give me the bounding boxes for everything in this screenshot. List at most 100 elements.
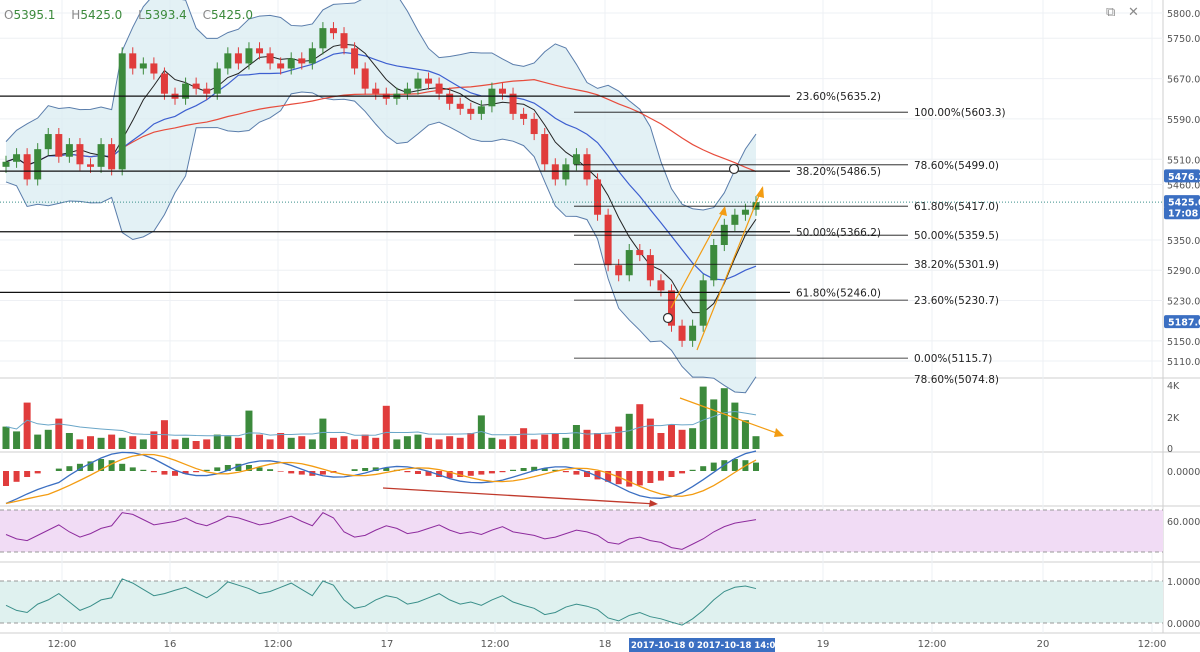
macd-histogram-bar: [668, 471, 675, 477]
bollinger-upper: [5, 0, 757, 211]
open-label: O5395.1: [4, 8, 56, 22]
candle-body: [55, 134, 63, 157]
macd-histogram-bar: [245, 465, 252, 471]
candle-body: [594, 179, 602, 215]
candle-body: [646, 255, 654, 281]
volume-bar: [203, 439, 211, 449]
volume-bar: [403, 436, 411, 449]
candle-body: [108, 144, 116, 170]
volume-bar: [541, 434, 549, 449]
candle-body: [498, 88, 506, 94]
close-label: C5425.0: [202, 8, 254, 22]
time-axis-label: 16: [164, 639, 177, 650]
window-close-icon[interactable]: ✕: [1128, 5, 1139, 20]
macd-histogram-bar: [24, 471, 31, 477]
volume-bar: [34, 434, 42, 449]
macd-histogram-bar: [531, 466, 538, 471]
macd-signal-line: [5, 453, 757, 505]
macd-histogram-bar: [478, 471, 485, 475]
macd-histogram-bar: [256, 467, 263, 471]
volume-axis-label: 4K: [1167, 381, 1180, 392]
price-axis-label: 5750.0: [1167, 34, 1200, 45]
volume-bar: [382, 405, 390, 449]
price-tag-box: [1164, 169, 1200, 183]
window-restore-icon[interactable]: ⧉: [1106, 5, 1116, 20]
volume-bar: [689, 428, 697, 449]
rsi-axis-label: 60.0000: [1167, 517, 1200, 528]
macd-histogram-bar: [66, 466, 73, 471]
candle-body: [319, 28, 327, 49]
candle-body: [657, 280, 665, 291]
volume-bar: [393, 439, 401, 449]
candle-body: [731, 214, 739, 225]
macd-histogram-bar: [467, 471, 474, 476]
price-axis-label: 5350.0: [1167, 236, 1200, 247]
timestamp-box: [695, 638, 775, 652]
macd-histogram-bar: [700, 466, 707, 471]
macd-histogram-bar: [119, 463, 126, 471]
macd-histogram-bar: [710, 462, 717, 471]
macd-histogram-bar: [414, 471, 421, 474]
macd-histogram-bar: [298, 471, 305, 475]
macd-histogram-bar: [193, 471, 200, 473]
candle-body: [277, 63, 285, 69]
volume-bar: [520, 428, 528, 449]
candle-body: [129, 53, 137, 69]
stochastic-line: [5, 578, 757, 626]
candle-body: [329, 28, 337, 34]
macd-histogram-bar: [657, 471, 664, 481]
macd-histogram-bar: [689, 469, 696, 471]
macd-histogram-bar: [3, 471, 9, 486]
candle-body: [213, 68, 221, 94]
volume-bar: [245, 410, 253, 449]
macd-histogram-bar: [224, 465, 231, 471]
volume-bar: [13, 431, 21, 449]
open-value: 5395.1: [13, 8, 56, 22]
fib-label-right: 0.00%(5115.7): [914, 353, 992, 365]
volume-bar: [266, 439, 274, 449]
bollinger-fill: [6, 0, 756, 393]
macd-histogram-bar: [383, 468, 390, 471]
timestamp-label: 2017-10-18 07:0: [631, 641, 710, 651]
price-tag-label: 5187.0: [1168, 318, 1200, 329]
volume-bar: [2, 426, 10, 449]
candle-body: [541, 134, 549, 165]
price-tag-label: 5425.0: [1168, 198, 1200, 209]
volume-bar: [498, 439, 506, 449]
volume-bar: [572, 425, 580, 449]
macd-histogram-bar: [647, 471, 654, 483]
candle-body: [562, 164, 570, 180]
candle-body: [699, 280, 707, 326]
macd-histogram-bar: [594, 471, 601, 480]
price-tag-box: [1164, 315, 1200, 329]
macd-histogram-bar: [277, 471, 284, 472]
candle-body: [372, 88, 380, 94]
candle-body: [298, 58, 306, 64]
fib-label-right: 23.60%(5230.7): [914, 295, 999, 307]
candle-body: [520, 113, 528, 119]
macd-histogram-bar: [150, 471, 157, 473]
rsi-line: [5, 511, 757, 550]
volume-bar: [446, 436, 454, 449]
volume-bar: [97, 437, 105, 449]
macd-histogram-bar: [626, 471, 633, 487]
volume-bar: [551, 433, 559, 449]
candle-body: [65, 144, 73, 157]
candle-body: [477, 106, 485, 114]
macd-histogram-bar: [425, 471, 432, 476]
volume-bar: [731, 402, 739, 449]
volume-bar: [509, 436, 517, 449]
candle-body: [2, 161, 10, 167]
volume-bar: [752, 436, 760, 449]
candle-body: [266, 53, 274, 64]
macd-histogram-bar: [636, 471, 643, 486]
volume-bar: [477, 415, 485, 449]
macd-histogram-bar: [583, 471, 590, 477]
fib-label-right: 78.60%(5074.8): [914, 374, 999, 386]
candle-body: [287, 58, 295, 69]
macd-histogram-bar: [372, 467, 379, 471]
macd-histogram-bar: [351, 469, 358, 471]
price-axis-label: 5670.0: [1167, 75, 1200, 86]
